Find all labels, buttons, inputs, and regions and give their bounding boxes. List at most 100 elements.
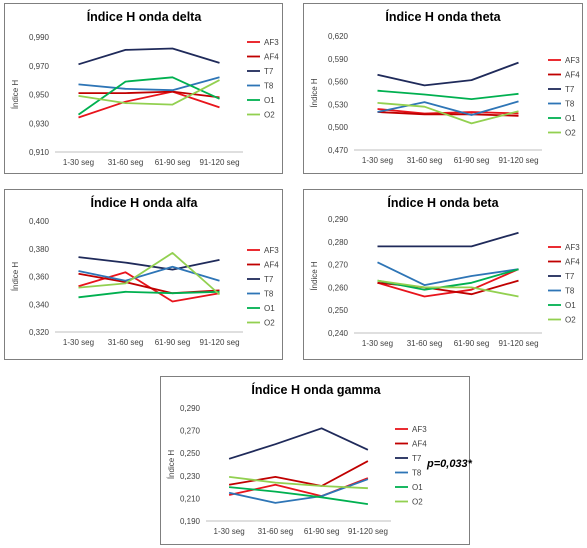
series-line-alfa-t7 — [78, 256, 220, 271]
chart-title-gamma: Índice H onda gamma — [251, 382, 381, 397]
legend-label-beta-o2: O2 — [565, 316, 576, 325]
y-tick-label-beta: 0,290 — [328, 215, 349, 224]
y-axis-label-delta: Índice H — [11, 80, 20, 110]
series-line-beta-o2 — [377, 279, 519, 298]
chart-panel-gamma: Índice H onda gamma Índice H 0,190 0,210 0,2… — [160, 376, 472, 545]
x-tick-label-gamma: 91-120 seg — [348, 527, 388, 536]
x-tick-label-alfa: 31-60 seg — [108, 338, 144, 347]
chart-panel-theta: Índice H onda theta Índice H 0,470 0,500 0,5… — [303, 3, 583, 174]
x-tick-label-gamma: 1-30 seg — [214, 527, 245, 536]
series-line-gamma-t7 — [228, 427, 369, 460]
y-tick-label-alfa: 0,340 — [29, 300, 50, 309]
legend-label-gamma-af3: AF3 — [412, 425, 427, 434]
legend-label-gamma-o2: O2 — [412, 498, 423, 507]
legend-label-alfa-t7: T7 — [264, 275, 274, 284]
x-tick-label-beta: 91-120 seg — [498, 339, 538, 348]
y-tick-label-delta: 0,970 — [29, 62, 50, 71]
legend-label-beta-af4: AF4 — [565, 258, 580, 267]
chart-panel-alfa: Índice H onda alfa Índice H 0,320 0,340 0,36… — [4, 189, 283, 360]
series-line-alfa-o2 — [78, 252, 221, 296]
x-tick-label-beta: 61-90 seg — [454, 339, 490, 348]
p-value-annotation: p=0,033* — [427, 458, 472, 470]
y-axis-label-beta: Índice H — [310, 261, 319, 291]
y-tick-label-gamma: 0,270 — [180, 427, 201, 436]
chart-svg-gamma: Índice H onda gamma Índice H 0,190 0,210 0,2… — [167, 382, 427, 536]
y-tick-label-beta: 0,260 — [328, 283, 349, 292]
series-line-beta-o1 — [377, 268, 519, 291]
x-tick-label-alfa: 91-120 seg — [199, 338, 239, 347]
y-axis-label-alfa: Índice H — [11, 262, 20, 292]
series-line-alfa-o1 — [78, 290, 220, 299]
legend-label-delta-o1: O1 — [264, 96, 275, 105]
series-line-delta-t8 — [78, 76, 220, 92]
chart-title-beta: Índice H onda beta — [387, 195, 499, 210]
series-line-beta-af3 — [377, 268, 519, 298]
y-tick-label-beta: 0,280 — [328, 238, 349, 247]
legend-label-alfa-af4: AF4 — [264, 261, 279, 270]
x-tick-label-beta: 31-60 seg — [407, 339, 443, 348]
y-tick-label-alfa: 0,380 — [29, 245, 50, 254]
x-tick-label-theta: 31-60 seg — [407, 156, 443, 165]
y-axis-label-theta: Índice H — [310, 78, 319, 108]
legend-label-theta-af4: AF4 — [565, 71, 580, 80]
y-tick-label-delta: 0,990 — [29, 33, 50, 42]
series-line-beta-t8 — [377, 261, 519, 286]
x-tick-label-alfa: 1-30 seg — [63, 338, 94, 347]
legend-label-gamma-t8: T8 — [412, 469, 422, 478]
x-tick-label-delta: 31-60 seg — [108, 158, 144, 167]
series-line-delta-t7 — [78, 47, 220, 66]
y-tick-label-gamma: 0,210 — [180, 494, 201, 503]
legend-label-delta-t8: T8 — [264, 82, 274, 91]
y-tick-label-gamma: 0,250 — [180, 449, 201, 458]
chart-title-theta: Índice H onda theta — [385, 9, 501, 24]
y-tick-label-alfa: 0,320 — [29, 328, 50, 337]
legend-label-theta-af3: AF3 — [565, 56, 580, 65]
x-tick-label-delta: 61-90 seg — [155, 158, 191, 167]
x-tick-label-theta: 91-120 seg — [498, 156, 538, 165]
y-tick-label-delta: 0,930 — [29, 119, 50, 128]
x-tick-label-gamma: 61-90 seg — [304, 527, 340, 536]
chart-svg-beta: Índice H onda beta Índice H 0,240 0,250 0,26… — [310, 195, 580, 348]
y-axis-label-gamma: Índice H — [167, 450, 176, 480]
legend-label-alfa-o1: O1 — [264, 304, 275, 313]
legend-label-beta-t7: T7 — [565, 272, 575, 281]
y-tick-label-theta: 0,470 — [328, 146, 349, 155]
legend-label-theta-t8: T8 — [565, 100, 575, 109]
x-tick-label-theta: 61-90 seg — [454, 156, 490, 165]
series-line-theta-af3 — [377, 108, 519, 115]
legend-label-gamma-t7: T7 — [412, 454, 422, 463]
series-line-theta-t8 — [377, 100, 519, 116]
series-line-theta-t7 — [377, 61, 519, 87]
legend-label-gamma-o1: O1 — [412, 483, 423, 492]
legend-label-alfa-t8: T8 — [264, 290, 274, 299]
series-line-gamma-af4 — [228, 460, 369, 487]
series-line-beta-t7 — [377, 231, 519, 248]
series-line-theta-o1 — [377, 89, 519, 100]
chart-svg-theta: Índice H onda theta Índice H 0,470 0,500 0,5… — [310, 9, 580, 165]
legend-label-theta-o1: O1 — [565, 114, 576, 123]
chart-panel-beta: Índice H onda beta Índice H 0,240 0,250 0,26… — [303, 189, 583, 360]
legend-label-delta-o2: O2 — [264, 111, 275, 120]
series-line-delta-o1 — [77, 76, 220, 116]
y-tick-label-gamma: 0,230 — [180, 472, 201, 481]
legend-label-delta-t7: T7 — [264, 67, 274, 76]
y-tick-label-beta: 0,270 — [328, 261, 349, 270]
legend-label-beta-o1: O1 — [565, 301, 576, 310]
legend-label-gamma-af4: AF4 — [412, 440, 427, 449]
legend-label-alfa-o2: O2 — [264, 319, 275, 328]
y-tick-label-alfa: 0,360 — [29, 273, 50, 282]
series-line-delta-o2 — [78, 79, 220, 106]
y-tick-label-alfa: 0,400 — [29, 217, 50, 226]
x-tick-label-delta: 91-120 seg — [199, 158, 239, 167]
y-tick-label-delta: 0,950 — [29, 91, 50, 100]
legend-label-beta-af3: AF3 — [565, 243, 580, 252]
series-line-gamma-o2 — [228, 476, 368, 490]
x-tick-label-theta: 1-30 seg — [362, 156, 393, 165]
y-tick-label-theta: 0,560 — [328, 78, 349, 87]
x-tick-label-delta: 1-30 seg — [63, 158, 94, 167]
chart-panel-delta: Índice H onda delta Índice H 0,910 0,930 0,9… — [4, 3, 283, 174]
chart-svg-delta: Índice H onda delta Índice H 0,910 0,930 0,9… — [11, 9, 279, 167]
series-line-theta-o2 — [377, 102, 519, 125]
chart-svg-alfa: Índice H onda alfa Índice H 0,320 0,340 0,36… — [11, 195, 279, 347]
y-tick-label-beta: 0,250 — [328, 306, 349, 315]
